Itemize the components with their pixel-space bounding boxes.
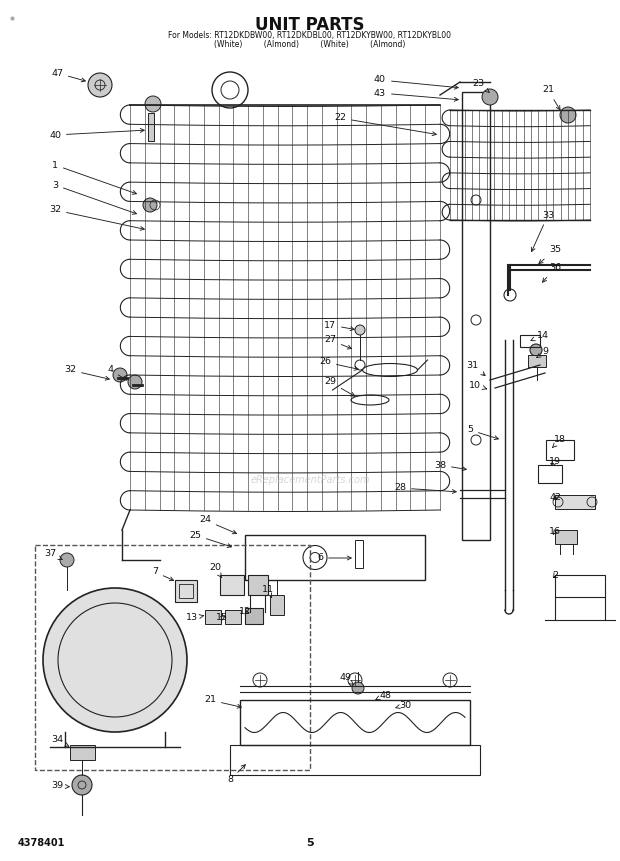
Bar bbox=[179, 584, 193, 598]
Text: 5: 5 bbox=[306, 838, 314, 848]
Circle shape bbox=[43, 588, 187, 732]
Text: 37: 37 bbox=[44, 548, 62, 560]
Circle shape bbox=[145, 96, 161, 112]
Text: 40: 40 bbox=[374, 76, 458, 90]
Bar bbox=[245, 608, 263, 624]
Text: 40: 40 bbox=[49, 128, 144, 139]
Circle shape bbox=[482, 89, 498, 105]
Text: 42: 42 bbox=[549, 493, 561, 503]
Text: 12: 12 bbox=[239, 608, 251, 616]
Circle shape bbox=[60, 553, 74, 567]
Text: 8: 8 bbox=[227, 765, 246, 784]
Text: (White)         (Almond)         (White)         (Almond): (White) (Almond) (White) (Almond) bbox=[215, 40, 405, 49]
Text: 43: 43 bbox=[374, 89, 458, 102]
Bar bbox=[240, 700, 470, 745]
Bar bbox=[35, 545, 310, 770]
Text: 16: 16 bbox=[549, 528, 561, 536]
Circle shape bbox=[113, 368, 127, 382]
Bar bbox=[205, 610, 221, 624]
Text: 33: 33 bbox=[531, 210, 554, 251]
Text: 36: 36 bbox=[542, 263, 561, 282]
Text: 5: 5 bbox=[467, 425, 498, 440]
Bar bbox=[462, 92, 490, 540]
Bar bbox=[555, 575, 605, 597]
Bar bbox=[520, 335, 540, 347]
Text: 14: 14 bbox=[531, 331, 549, 341]
Bar bbox=[555, 530, 577, 544]
Text: 18: 18 bbox=[552, 436, 566, 448]
Bar bbox=[148, 113, 154, 141]
Text: eReplacementParts.com: eReplacementParts.com bbox=[250, 475, 370, 485]
Text: 20: 20 bbox=[209, 563, 222, 578]
Bar bbox=[220, 575, 244, 595]
Text: 48: 48 bbox=[376, 691, 391, 700]
Text: 39: 39 bbox=[51, 782, 69, 790]
Bar bbox=[175, 580, 197, 602]
Circle shape bbox=[143, 198, 157, 212]
Text: 31: 31 bbox=[466, 361, 485, 375]
Bar bbox=[528, 355, 546, 367]
Text: 4378401: 4378401 bbox=[18, 838, 65, 848]
Circle shape bbox=[355, 325, 365, 335]
Bar bbox=[355, 540, 363, 568]
Text: 27: 27 bbox=[324, 336, 352, 349]
Text: 28: 28 bbox=[394, 484, 456, 493]
Bar bbox=[555, 495, 595, 509]
Bar bbox=[538, 465, 562, 483]
Text: 26: 26 bbox=[319, 357, 358, 370]
Circle shape bbox=[530, 344, 542, 356]
Text: 2: 2 bbox=[552, 571, 558, 579]
Text: 17: 17 bbox=[324, 320, 354, 331]
Bar bbox=[230, 745, 480, 775]
Bar bbox=[225, 610, 241, 624]
Text: 7: 7 bbox=[152, 567, 174, 580]
Text: 29: 29 bbox=[324, 377, 355, 396]
Text: 19: 19 bbox=[549, 457, 561, 467]
Text: 1: 1 bbox=[52, 160, 136, 195]
Circle shape bbox=[88, 73, 112, 97]
Bar bbox=[270, 595, 284, 615]
Text: 35: 35 bbox=[539, 245, 561, 263]
Text: 23: 23 bbox=[472, 78, 489, 92]
Text: 49: 49 bbox=[339, 673, 354, 684]
Text: For Models: RT12DKDBW00, RT12DKDBL00, RT12DKYBW00, RT12DKYBL00: For Models: RT12DKDBW00, RT12DKDBL00, RT… bbox=[169, 31, 451, 40]
Text: 21: 21 bbox=[542, 85, 560, 109]
Text: 4: 4 bbox=[107, 366, 126, 380]
Text: 47: 47 bbox=[51, 69, 86, 82]
Circle shape bbox=[560, 107, 576, 123]
Text: 30: 30 bbox=[396, 701, 411, 709]
Text: 32: 32 bbox=[49, 206, 144, 230]
Text: 13: 13 bbox=[186, 614, 204, 623]
Text: 22: 22 bbox=[334, 114, 436, 136]
Text: 11: 11 bbox=[262, 585, 274, 598]
Text: 38: 38 bbox=[434, 461, 466, 471]
Text: 3: 3 bbox=[52, 181, 136, 214]
Text: 9: 9 bbox=[537, 348, 548, 357]
Bar bbox=[245, 535, 425, 580]
Text: 21: 21 bbox=[204, 696, 241, 709]
Circle shape bbox=[128, 375, 142, 389]
Text: 15: 15 bbox=[216, 614, 228, 623]
Text: UNIT PARTS: UNIT PARTS bbox=[255, 16, 365, 34]
Text: 10: 10 bbox=[469, 381, 487, 389]
Circle shape bbox=[72, 775, 92, 795]
Text: 34: 34 bbox=[51, 735, 69, 746]
Text: 6: 6 bbox=[317, 554, 351, 562]
Text: 24: 24 bbox=[199, 516, 236, 534]
Circle shape bbox=[352, 682, 364, 694]
Bar bbox=[70, 745, 95, 760]
Text: 32: 32 bbox=[64, 366, 109, 381]
Text: 25: 25 bbox=[189, 530, 231, 548]
Bar bbox=[248, 575, 268, 595]
Bar bbox=[546, 440, 574, 460]
